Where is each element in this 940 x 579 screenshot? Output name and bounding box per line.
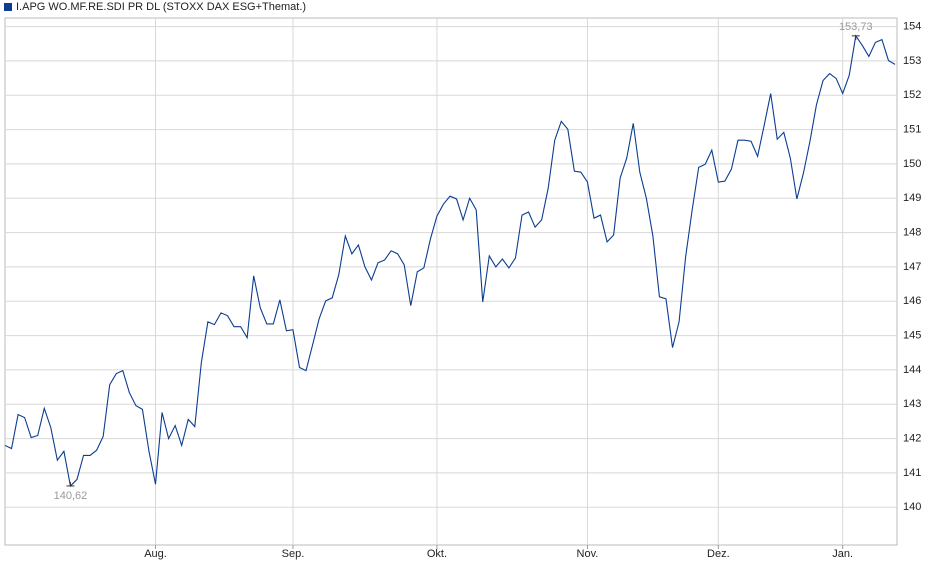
x-tick-label: Aug. (144, 548, 167, 560)
y-tick-label: 153 (903, 55, 921, 67)
y-tick-label: 148 (903, 226, 921, 238)
value-label: 153,73 (839, 21, 873, 33)
legend-label: I.APG WO.MF.RE.SDI PR DL (STOXX DAX ESG+… (16, 1, 306, 13)
y-tick-label: 143 (903, 398, 921, 410)
y-tick-label: 142 (903, 432, 921, 444)
y-tick-label: 140 (903, 501, 921, 513)
value-label: 140,62 (54, 490, 88, 502)
y-tick-label: 149 (903, 192, 921, 204)
x-tick-label: Sep. (282, 548, 305, 560)
legend-swatch (4, 3, 12, 11)
y-tick-label: 147 (903, 261, 921, 273)
y-tick-label: 150 (903, 158, 921, 170)
x-tick-label: Dez. (707, 548, 730, 560)
plot-frame (4, 17, 898, 546)
x-tick-label: Okt. (427, 548, 447, 560)
y-tick-label: 152 (903, 89, 921, 101)
y-tick-label: 154 (903, 20, 921, 32)
y-tick-label: 145 (903, 329, 921, 341)
y-tick-label: 141 (903, 467, 921, 479)
y-tick-label: 144 (903, 364, 921, 376)
y-tick-label: 151 (903, 123, 921, 135)
y-tick-label: 146 (903, 295, 921, 307)
line (4, 34, 896, 488)
x-tick-label: Jan. (832, 548, 853, 560)
x-tick-label: Nov. (577, 548, 599, 560)
